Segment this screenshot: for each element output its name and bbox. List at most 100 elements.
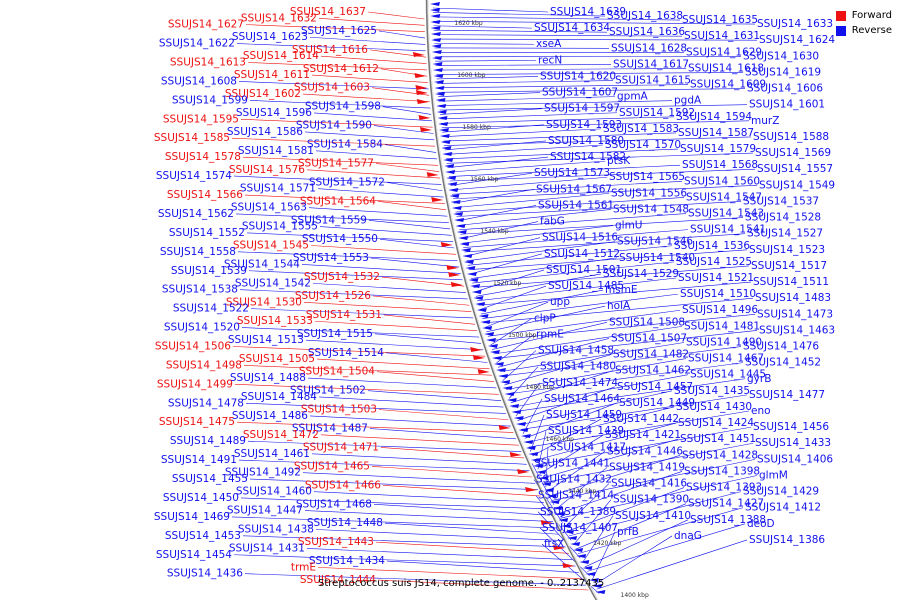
gene-label-right: SSUJS14_1433 [755, 437, 831, 449]
connector-line [591, 531, 616, 581]
connector-line [313, 491, 544, 503]
gene-label-right: SSUJS14_1428 [682, 449, 758, 461]
gene-label-left: SSUJS14_1471 [303, 441, 379, 453]
reverse-gene-glyph [582, 566, 593, 570]
gene-label-left: SSUJS14_1577 [298, 157, 374, 169]
reverse-gene-glyph [588, 578, 599, 582]
reverse-gene-glyph [520, 434, 531, 438]
reverse-gene-glyph [516, 422, 526, 426]
connector-line [367, 11, 425, 20]
connector-line [446, 148, 679, 160]
gene-label-left: SSUJS14_1598 [305, 101, 381, 113]
connector-line [311, 74, 428, 83]
connector-line [452, 185, 758, 200]
connector-line [566, 487, 685, 532]
connector-line [235, 213, 449, 223]
reverse-gene-glyph [489, 350, 500, 354]
connector-line [537, 511, 581, 559]
reverse-gene-glyph [487, 344, 498, 348]
reverse-gene-glyph [500, 380, 511, 384]
gene-label-right: SSUJS14_1547 [686, 191, 762, 203]
connector-line [317, 188, 444, 198]
reverse-gene-glyph [567, 536, 578, 540]
connector-line [446, 152, 754, 164]
gene-label-right: SSUJS14_1507 [611, 332, 687, 344]
connector-line [519, 390, 673, 426]
gene-label-right: SSUJS14_1635 [682, 14, 758, 26]
tick-label: 1500 kbp [508, 332, 536, 339]
gene-label-right: SSUJS14_1634 [534, 22, 610, 34]
gene-label-right: SSUJS14_1429 [743, 486, 819, 498]
gene-label-right: SSUJS14_1568 [682, 159, 758, 171]
gene-label-left: SSUJS14_1578 [165, 151, 241, 163]
tick-label: 1580 kbp [463, 124, 491, 131]
reverse-gene-glyph [462, 254, 473, 258]
gene-label-right: SSUJS14_1536 [674, 240, 750, 252]
gene-label-left: SSUJS14_1472 [243, 429, 319, 441]
gene-label-right: SSUJS14_1417 [550, 441, 626, 453]
gene-label-right: prfB [617, 526, 639, 538]
connector-line [505, 358, 687, 390]
forward-gene-glyph [562, 563, 575, 568]
connector-line [306, 169, 441, 179]
connector-line [245, 24, 425, 33]
tick-label: 1520 kbp [493, 280, 521, 287]
gene-label-right: SSUJS14_1456 [753, 421, 829, 433]
gene-label-left: SSUJS14_1514 [308, 347, 384, 359]
legend-reverse: Reverse [835, 23, 892, 38]
connector-line [499, 342, 685, 373]
gene-label-right: SSUJS14_1419 [609, 461, 685, 473]
connector-line [378, 30, 426, 39]
connector-line [504, 354, 612, 386]
connector-line [239, 289, 468, 300]
connector-line [486, 305, 606, 333]
connector-line [316, 358, 490, 370]
gene-label-left: SSUJS14_1447 [227, 505, 303, 517]
reverse-gene-glyph [436, 104, 447, 108]
connector-line [528, 410, 750, 448]
forward-gene-glyph [472, 355, 485, 360]
gene-label-left: SSUJS14_1532 [304, 271, 380, 283]
gene-label-right: SSUJS14_1451 [680, 433, 756, 445]
genome-backbone [425, 0, 599, 600]
gene-label-right: SSUJS14_1501 [546, 264, 622, 276]
connector-line [375, 163, 440, 172]
connector-line [382, 106, 432, 115]
forward-gene-glyph [470, 347, 483, 352]
connector-line [381, 276, 465, 287]
gene-label-left: SSUJS14_1542 [235, 277, 311, 289]
connector-line [547, 451, 606, 492]
reverse-gene-glyph [544, 488, 555, 492]
gene-label-right: SSUJS14_1516 [542, 232, 618, 244]
connector-line [306, 548, 573, 560]
connector-line [482, 293, 679, 319]
connector-line [241, 327, 480, 338]
connector-line [244, 194, 445, 204]
reverse-gene-glyph [433, 74, 444, 78]
tick-label: 1540 kbp [480, 228, 508, 235]
reverse-gene-glyph [466, 272, 477, 276]
connector-line [242, 535, 566, 548]
connector-line [495, 330, 758, 359]
reverse-gene-glyph [431, 38, 442, 42]
connector-line [475, 273, 602, 297]
gene-label-left: SSUJS14_1596 [236, 107, 312, 119]
gene-label-left: SSUJS14_1499 [157, 378, 233, 390]
gene-label-left: SSUJS14_1461 [234, 448, 310, 460]
connector-line [302, 93, 430, 102]
gene-label-right: SSUJS14_1421 [605, 429, 681, 441]
reverse-gene-glyph [435, 92, 445, 96]
gene-label-right: SSUJS14_1579 [680, 143, 756, 155]
gene-label-right: SSUJS14_1521 [678, 272, 754, 284]
gene-label-left: SSUJS14_1627 [168, 19, 244, 31]
tick-label: 1440 kbp [568, 488, 596, 495]
gene-label-right: SSUJS14_1517 [751, 260, 827, 272]
gene-label-right: ptsK [607, 155, 631, 167]
connector-line [474, 269, 545, 293]
connector-line [369, 428, 517, 440]
gene-label-left: SSUJS14_1502 [290, 385, 366, 397]
gene-label-left: SSUJS14_1552 [169, 227, 245, 239]
gene-label-right: SSUJS14_1631 [684, 30, 760, 42]
gene-label-right: SSUJS14_1636 [609, 26, 685, 38]
connector-line [433, 21, 756, 25]
